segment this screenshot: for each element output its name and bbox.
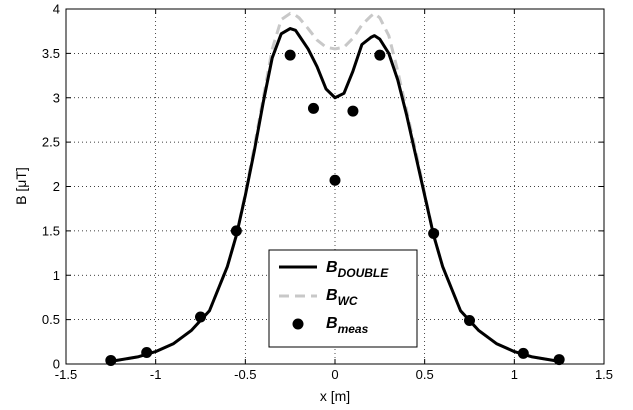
legend-marker-meas — [292, 318, 304, 330]
legend-label-wc: BWC — [326, 287, 358, 308]
x-tick-label: 0 — [331, 367, 338, 382]
y-tick-label: 0.5 — [42, 312, 60, 327]
y-tick-label: 4 — [53, 2, 60, 17]
legend-label-wc-main: B — [326, 287, 338, 304]
meas-point — [141, 346, 153, 358]
double-series-line — [110, 27, 560, 363]
meas-point — [105, 354, 117, 366]
x-tick-label: -1 — [150, 367, 162, 382]
legend-box — [268, 249, 418, 348]
meas-point — [195, 311, 206, 323]
x-axis-label: x [m] — [320, 388, 350, 404]
meas-point — [347, 105, 359, 117]
meas-point — [307, 102, 319, 114]
meas-point — [374, 49, 386, 61]
meas-point — [517, 347, 529, 359]
legend: BDOUBLE BWC Bmeas — [268, 249, 418, 348]
y-tick-label: 2.5 — [42, 135, 60, 150]
meas-point — [553, 354, 565, 366]
meas-point — [329, 174, 341, 186]
series-layer — [105, 11, 565, 366]
x-tick-label: 1.5 — [595, 367, 613, 382]
legend-label-double-main: B — [326, 259, 338, 276]
tick-labels: -1.5 -1 -0.5 0 0.5 1 1.5 0 0.5 1 1.5 2 2.5 3 3.5 4 — [42, 2, 613, 383]
legend-label-wc-sub: WC — [338, 294, 358, 308]
y-tick-label: 2 — [53, 179, 60, 194]
y-tick-label: 1 — [53, 268, 60, 283]
y-tick-label: 3 — [53, 90, 60, 105]
x-tick-label: -0.5 — [234, 367, 256, 382]
legend-label-meas-main: B — [326, 315, 338, 332]
y-tick-label: 1.5 — [42, 223, 60, 238]
meas-point — [284, 49, 296, 61]
legend-label-double: BDOUBLE — [326, 259, 389, 280]
x-tick-label: 1 — [511, 367, 518, 382]
y-axis-label: B [μT] — [13, 167, 29, 205]
meas-point — [464, 315, 475, 327]
meas-point — [230, 225, 242, 237]
legend-label-double-sub: DOUBLE — [338, 266, 390, 280]
y-tick-label: 0 — [53, 357, 60, 372]
ticks — [65, 8, 605, 365]
meas-point — [428, 228, 440, 240]
legend-label-meas: Bmeas — [326, 315, 369, 336]
x-tick-label: 0.5 — [416, 367, 434, 382]
legend-label-meas-sub: meas — [338, 322, 369, 336]
x-tick-label: -1.5 — [55, 367, 77, 382]
y-tick-label: 3.5 — [42, 46, 60, 61]
